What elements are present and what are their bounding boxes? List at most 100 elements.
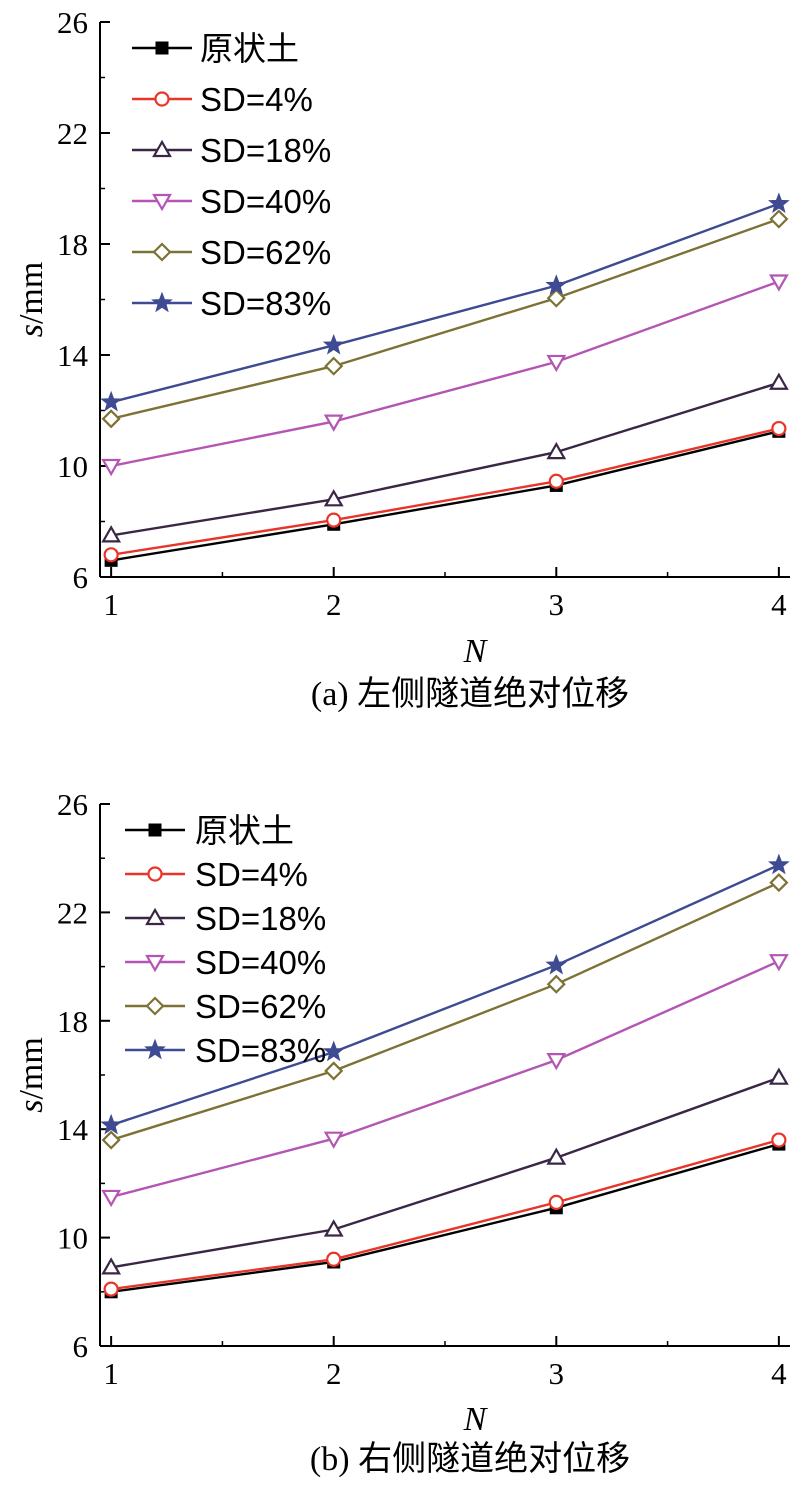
legend: 原状土 SD=4% SD=18% SD=40% SD=62% SD=83% <box>125 812 326 1069</box>
series-line <box>110 202 780 404</box>
legend-label: 原状土 <box>195 812 294 849</box>
data-point <box>771 420 787 437</box>
data-point <box>546 1147 567 1165</box>
legend-label: SD=40% <box>200 183 331 220</box>
data-point <box>323 1131 344 1149</box>
data-point <box>769 209 789 229</box>
legend-entry: SD=18% <box>125 900 326 937</box>
legend-marker <box>152 242 172 262</box>
legend-marker <box>144 1038 166 1060</box>
data-point <box>326 512 342 528</box>
data-point <box>545 953 568 975</box>
legend-entry: SD=83% <box>132 285 331 322</box>
legend-marker <box>145 954 165 973</box>
series-3 <box>101 954 789 1208</box>
series-line <box>110 863 780 1127</box>
legend-marker <box>154 91 170 107</box>
legend-label: SD=40% <box>195 944 326 981</box>
legend-entry: SD=62% <box>125 988 326 1025</box>
y-tick-label: 22 <box>57 116 88 151</box>
y-axis-title: s/mm <box>13 262 50 338</box>
y-tick-label: 6 <box>73 1329 89 1364</box>
legend-marker <box>151 291 173 313</box>
legend-entry: SD=4% <box>132 81 313 118</box>
y-tick-label: 6 <box>73 560 89 595</box>
data-point <box>768 372 789 390</box>
data-point <box>322 333 345 355</box>
y-tick-label: 26 <box>57 5 88 40</box>
series-5 <box>100 853 790 1135</box>
series-4 <box>101 873 789 1150</box>
x-axis-title: N <box>463 633 489 670</box>
legend-marker <box>148 823 162 837</box>
series-line <box>110 217 780 420</box>
y-tick-label: 14 <box>57 1112 89 1147</box>
data-point <box>545 274 568 295</box>
legend-marker <box>152 193 172 212</box>
x-tick-label: 4 <box>771 1356 787 1391</box>
legend-label: SD=4% <box>200 81 313 118</box>
data-point <box>323 489 344 507</box>
series-5 <box>100 192 790 412</box>
legend-entry: 原状土 <box>132 30 299 67</box>
data-point <box>103 547 119 563</box>
y-axis-title: s/mm <box>13 1037 50 1113</box>
y-tick-label: 14 <box>57 338 89 373</box>
series-2 <box>101 1067 789 1275</box>
legend-marker <box>152 139 172 158</box>
legend-label: SD=83% <box>195 1032 326 1069</box>
data-point <box>326 1251 342 1267</box>
series-line <box>110 280 780 468</box>
series-line <box>110 1076 780 1269</box>
series-line <box>110 960 780 1199</box>
data-point <box>546 288 566 308</box>
data-point <box>546 441 567 460</box>
y-tick-label: 22 <box>57 895 88 930</box>
legend-label: 原状土 <box>200 30 299 67</box>
chart-panel-a: 6 10 14 18 22 26 1 2 3 4 Ns/mm 原状土 SD=4% SD=18% SD=40%… <box>13 5 790 713</box>
data-point <box>769 873 789 893</box>
series-0 <box>104 1137 786 1299</box>
legend-label: SD=62% <box>200 234 331 271</box>
data-point <box>768 954 789 972</box>
data-point <box>324 1061 344 1081</box>
legend-entry: SD=40% <box>132 183 331 220</box>
legend-label: SD=62% <box>195 988 326 1025</box>
panel-caption: (b) 右侧隧道绝对位移 <box>310 1440 630 1478</box>
data-point <box>101 1189 122 1208</box>
data-point <box>101 409 121 429</box>
series-1 <box>103 420 787 563</box>
data-point <box>771 1132 787 1148</box>
series-line <box>110 430 780 562</box>
series-3 <box>101 274 789 477</box>
y-tick-label: 26 <box>57 787 88 822</box>
series-line <box>110 427 780 556</box>
data-point <box>324 356 344 376</box>
data-point <box>548 473 564 489</box>
data-point <box>546 354 567 373</box>
data-point <box>323 1219 344 1237</box>
series-line <box>110 881 780 1142</box>
legend-marker <box>155 41 169 55</box>
data-point <box>101 525 122 543</box>
data-point <box>101 1257 122 1275</box>
data-point <box>101 1130 121 1150</box>
x-tick-label: 1 <box>103 587 119 622</box>
panel-caption: (a) 左侧隧道绝对位移 <box>311 675 629 713</box>
data-point <box>768 1067 789 1085</box>
legend-entry: SD=83% <box>125 1032 326 1069</box>
legend-entry: SD=62% <box>132 234 331 271</box>
legend: 原状土 SD=4% SD=18% SD=40% SD=62% SD=83% <box>132 30 331 322</box>
legend-entry: SD=40% <box>125 944 326 981</box>
legend-entry: 原状土 <box>125 812 294 849</box>
series-2 <box>101 372 789 543</box>
chart-panel-b: 6 10 14 18 22 26 1 2 3 4 Ns/mm 原状土 SD=4% SD=18% SD=40%… <box>13 787 790 1478</box>
x-tick-label: 1 <box>103 1356 119 1391</box>
x-tick-label: 4 <box>771 587 787 622</box>
legend-marker <box>145 996 165 1016</box>
y-tick-label: 10 <box>57 449 88 484</box>
y-axis-title-unit: /mm <box>13 1037 50 1099</box>
data-point <box>546 1052 567 1071</box>
data-point <box>546 974 566 994</box>
